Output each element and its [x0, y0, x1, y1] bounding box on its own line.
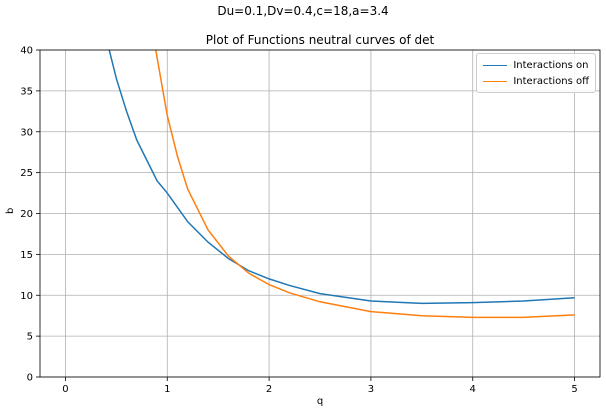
legend-swatch-interactions-off: [483, 80, 508, 82]
legend-label-interactions-on: Interactions on: [513, 59, 589, 71]
legend: Interactions on Interactions off: [476, 53, 596, 93]
x-tick-label-4: 4: [470, 384, 476, 395]
y-tick-label-1: 5: [27, 332, 33, 343]
y-tick-label-7: 35: [20, 86, 33, 97]
figure-suptitle: Du=0.1,Dv=0.4,c=18,a=3.4: [217, 4, 389, 18]
y-tick-label-2: 10: [20, 291, 33, 302]
chart-title: Plot of Functions neutral curves of det: [205, 33, 435, 47]
y-tick-label-5: 25: [20, 168, 33, 179]
y-tick-label-3: 15: [20, 250, 33, 261]
legend-label-interactions-off: Interactions off: [513, 75, 589, 87]
x-tick-label-1: 1: [164, 384, 170, 395]
y-tick-label-8: 40: [20, 46, 33, 57]
y-tick-label-4: 20: [20, 209, 33, 220]
x-tick-label-3: 3: [368, 384, 374, 395]
legend-item-interactions-off: Interactions off: [483, 73, 589, 89]
x-tick-label-0: 0: [62, 384, 68, 395]
x-tick-label-2: 2: [266, 384, 272, 395]
x-axis-label: q: [316, 396, 324, 407]
y-tick-label-0: 0: [27, 373, 33, 384]
series-line-1: [155, 50, 575, 319]
y-tick-label-6: 30: [20, 127, 33, 138]
legend-swatch-interactions-on: [483, 64, 508, 66]
x-tick-label-5: 5: [571, 384, 577, 395]
y-axis-label: b: [5, 207, 16, 214]
legend-item-interactions-on: Interactions on: [483, 57, 589, 73]
series-line-0: [108, 50, 575, 305]
